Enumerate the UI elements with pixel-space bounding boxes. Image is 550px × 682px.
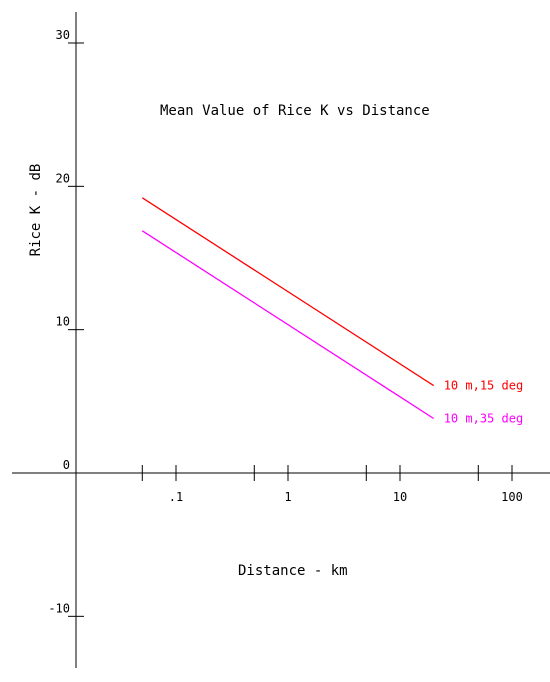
y-tick-label-2: 10: [56, 315, 70, 329]
series-group: 10 m,15 deg 10 m,35 deg: [141, 197, 523, 426]
x-tick-label-3: 100: [501, 490, 523, 504]
y-tick-label-1: 0: [63, 458, 70, 472]
series-line-0: [141, 197, 435, 387]
labels-group: Mean Value of Rice K vs Distance Distanc…: [28, 103, 430, 579]
y-axis-label: Rice K - dB: [28, 164, 44, 257]
x-tick-label-2: 10: [393, 490, 407, 504]
ticks: -10 0 10 20 30 .1 1 10 100: [48, 28, 523, 617]
axes: [12, 12, 550, 668]
chart-title: Mean Value of Rice K vs Distance: [160, 103, 430, 119]
series-label-1: 10 m,35 deg: [444, 412, 523, 426]
y-tick-label-0: -10: [48, 601, 70, 615]
y-tick-label-4: 30: [56, 28, 70, 42]
x-axis-label: Distance - km: [238, 563, 348, 579]
x-tick-label-0: .1: [169, 490, 183, 504]
y-tick-label-3: 20: [56, 171, 70, 185]
x-tick-label-1: 1: [284, 490, 291, 504]
series-label-0: 10 m,15 deg: [444, 379, 523, 393]
series-line-1: [141, 230, 435, 420]
